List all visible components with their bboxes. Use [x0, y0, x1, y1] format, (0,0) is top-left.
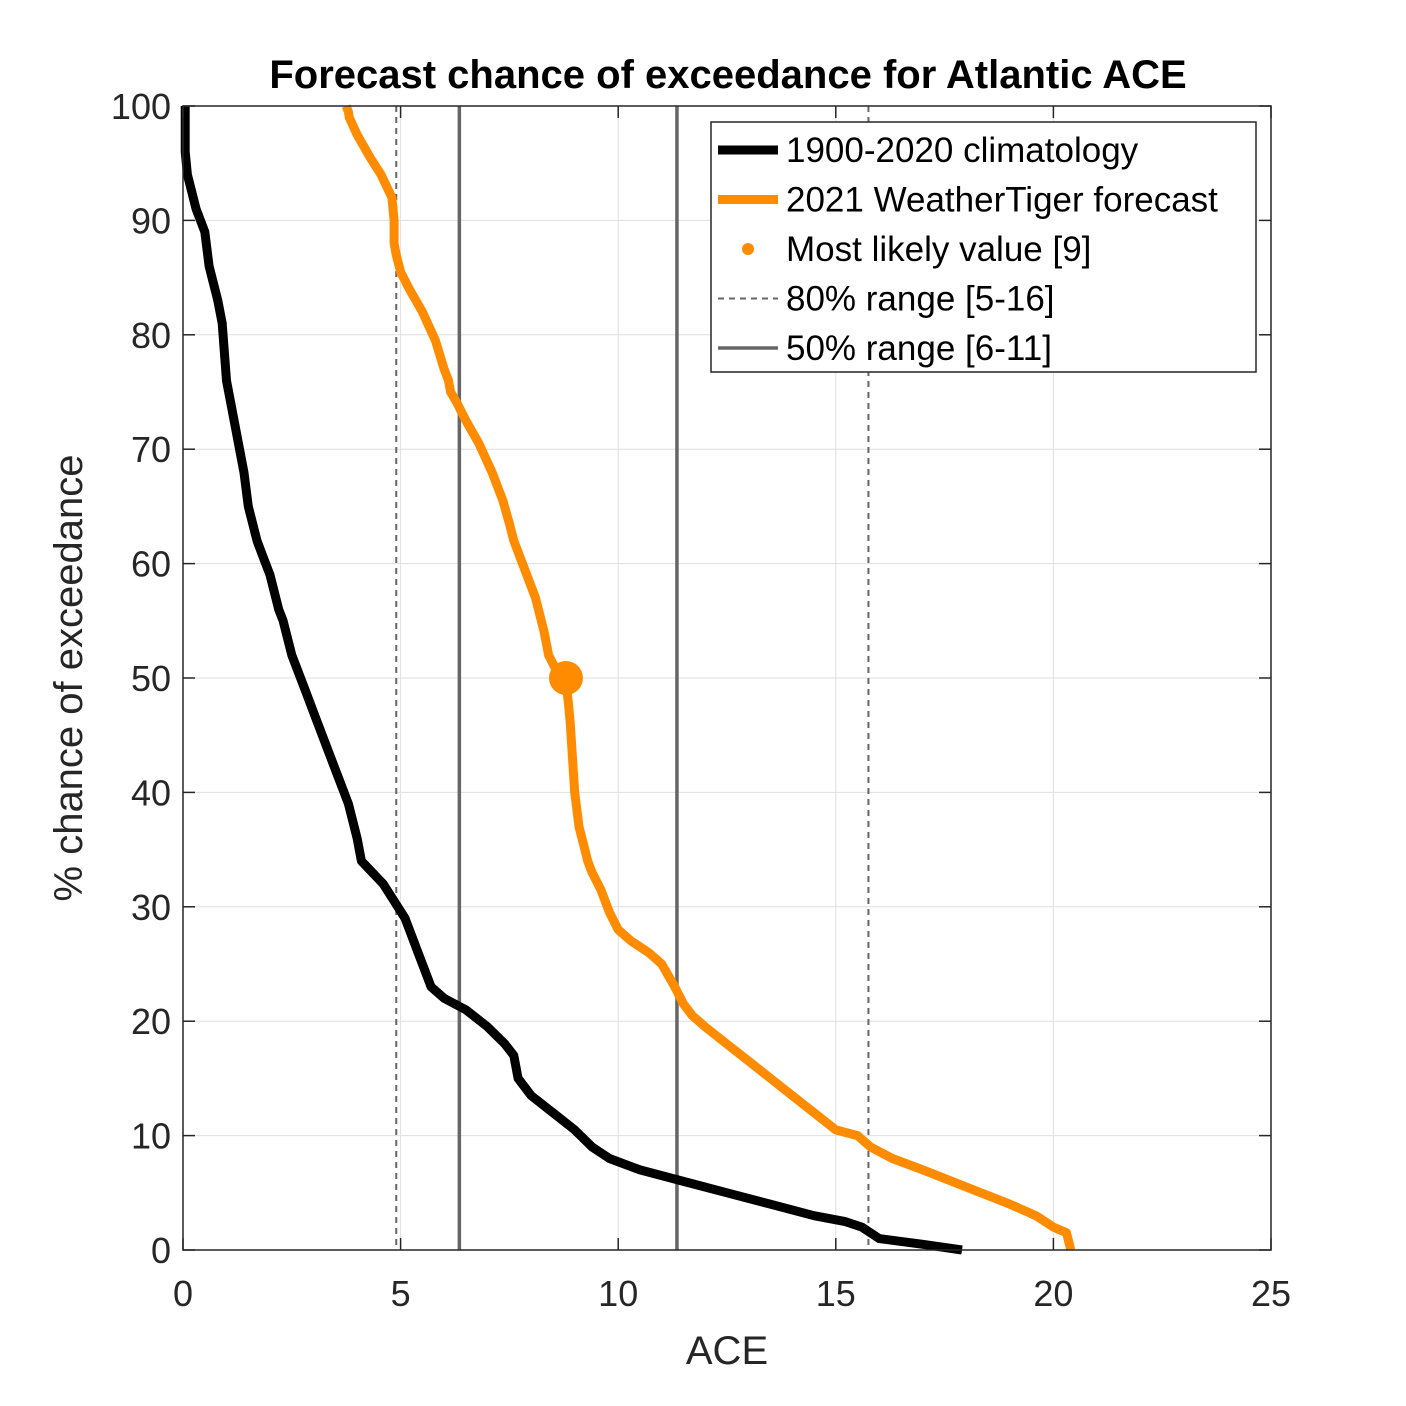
x-tick-label: 10	[598, 1273, 638, 1314]
y-tick-label: 70	[131, 429, 171, 470]
y-tick-label: 30	[131, 887, 171, 928]
y-axis-ticks: 0 10 20 30 40 50 60 70 80 90 100	[111, 86, 1271, 1271]
most-likely-value-marker	[548, 661, 583, 695]
y-tick-label: 50	[131, 658, 171, 699]
legend-label: 2021 WeatherTiger forecast	[786, 181, 1218, 220]
legend-items: 1900-2020 climatology 2021 WeatherTiger f…	[718, 131, 1218, 368]
legend: 1900-2020 climatology 2021 WeatherTiger f…	[710, 121, 1257, 373]
y-tick-label: 20	[131, 1001, 171, 1042]
legend-symbol	[742, 243, 754, 255]
y-tick-label: 40	[131, 772, 171, 813]
y-tick-label: 10	[131, 1116, 171, 1157]
forecast-series-line	[342, 104, 1076, 1252]
x-axis-ticks: 0 5 10 15 20 25	[173, 106, 1291, 1314]
markers-group	[548, 661, 583, 695]
x-tick-label: 15	[816, 1273, 856, 1314]
y-tick-label: 80	[131, 315, 171, 356]
climatology-series-line	[180, 106, 963, 1255]
x-tick-label: 0	[173, 1273, 193, 1314]
legend-label: 50% range [6-11]	[786, 329, 1052, 368]
x-tick-label: 5	[391, 1273, 411, 1314]
y-axis-label: % chance of exceedance	[47, 455, 91, 902]
legend-label: Most likely value [9]	[786, 230, 1091, 269]
x-tick-label: 25	[1251, 1273, 1291, 1314]
y-tick-label: 0	[151, 1230, 171, 1271]
x-axis-label: ACE	[686, 1329, 768, 1373]
legend-label: 80% range [5-16]	[786, 280, 1055, 319]
legend-box	[710, 121, 1257, 373]
x-tick-label: 20	[1033, 1273, 1073, 1314]
series-group	[180, 104, 1076, 1255]
legend-label: 1900-2020 climatology	[786, 131, 1139, 170]
y-tick-label: 60	[131, 544, 171, 585]
y-tick-label: 100	[111, 86, 171, 127]
chart-title: Forecast chance of exceedance for Atlant…	[269, 53, 1186, 97]
y-tick-label: 90	[131, 200, 171, 241]
